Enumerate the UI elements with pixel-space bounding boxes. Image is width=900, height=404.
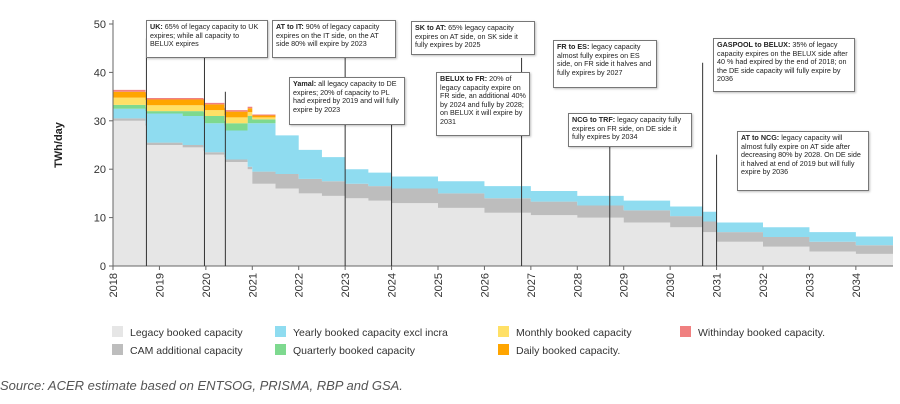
y-tick-label: 0 <box>100 261 106 273</box>
x-tick-label: 2034 <box>851 273 863 297</box>
x-tick-label: 2025 <box>433 273 445 297</box>
legend-label: Quarterly booked capacity <box>293 345 415 357</box>
x-tick-label: 2018 <box>108 273 120 297</box>
x-tick-label: 2032 <box>758 273 770 297</box>
legend-label: CAM additional capacity <box>130 345 243 357</box>
legend-label: Daily booked capacity. <box>516 345 621 357</box>
x-tick-label: 2030 <box>665 273 677 297</box>
series-area-0 <box>113 120 893 266</box>
legend-label: Legacy booked capacity <box>130 327 243 339</box>
x-tick-label: 2024 <box>387 273 399 297</box>
x-tick-label: 2020 <box>201 273 213 297</box>
y-tick-label: 10 <box>94 213 106 225</box>
annotation-sk-to-at: SK to AT: 65% legacy capacity expires on… <box>411 21 535 55</box>
legend-swatch-cam <box>112 344 123 355</box>
x-tick-label: 2021 <box>247 273 259 297</box>
legend-item-legacy: Legacy booked capacity <box>112 326 243 339</box>
legend-label: Monthly booked capacity <box>516 327 632 339</box>
legend-item-withinday: Withinday booked capacity. <box>680 326 825 339</box>
legend: Legacy booked capacity Yearly booked cap… <box>112 326 852 366</box>
legend-item-yearly: Yearly booked capacity excl incra <box>275 326 448 339</box>
legend-label: Yearly booked capacity excl incra <box>293 327 448 339</box>
x-tick-label: 2026 <box>479 273 491 297</box>
annotation-at-to-ncg: AT to NCG: legacy capacity will almost f… <box>737 131 869 191</box>
legend-swatch-monthly <box>498 326 509 337</box>
annotation-yamal: Yamal: all legacy capacity to DE expires… <box>289 77 405 125</box>
y-tick-label: 40 <box>94 67 106 79</box>
legend-item-cam: CAM additional capacity <box>112 344 243 357</box>
x-tick-label: 2023 <box>340 273 352 297</box>
legend-item-monthly: Monthly booked capacity <box>498 326 632 339</box>
source-note: Source: ACER estimate based on ENTSOG, P… <box>0 378 403 393</box>
annotation-gaspool-to-belux: GASPOOL to BELUX: 35% of legacy capacity… <box>713 38 855 92</box>
legend-swatch-legacy <box>112 326 123 337</box>
series-area-2 <box>113 108 893 250</box>
legend-item-quarterly: Quarterly booked capacity <box>275 344 415 357</box>
y-tick-label: 20 <box>94 164 106 176</box>
legend-swatch-quarterly <box>275 344 286 355</box>
annotation-fr-to-es: FR to ES: legacy capacity almost fully e… <box>553 40 657 88</box>
y-tick-label: 30 <box>94 116 106 128</box>
y-axis-label: TWh/day <box>53 121 65 168</box>
y-tick-label: 50 <box>94 19 106 31</box>
legend-label: Withinday booked capacity. <box>698 327 826 339</box>
x-tick-label: 2027 <box>526 273 538 297</box>
annotation-belux-to-fr: BELUX to FR: 20% of legacy capacity expi… <box>436 72 530 136</box>
annotation-uk: UK: 65% of legacy capacity to UK expires… <box>146 20 268 58</box>
x-tick-label: 2022 <box>294 273 306 297</box>
x-tick-label: 2028 <box>572 273 584 297</box>
annotation-at-to-it: AT to IT: 90% of legacy capacity expires… <box>272 20 396 58</box>
x-tick-label: 2033 <box>804 273 816 297</box>
x-tick-label: 2031 <box>712 273 724 297</box>
legend-item-daily: Daily booked capacity. <box>498 344 620 357</box>
legend-swatch-daily <box>498 344 509 355</box>
legend-swatch-withinday <box>680 326 691 337</box>
x-tick-label: 2029 <box>619 273 631 297</box>
x-tick-label: 2019 <box>154 273 166 297</box>
legend-swatch-yearly <box>275 326 286 337</box>
annotation-ncg-to-trf: NCG to TRF: legacy capacity fully expire… <box>568 113 692 147</box>
series-area-1 <box>113 118 893 257</box>
